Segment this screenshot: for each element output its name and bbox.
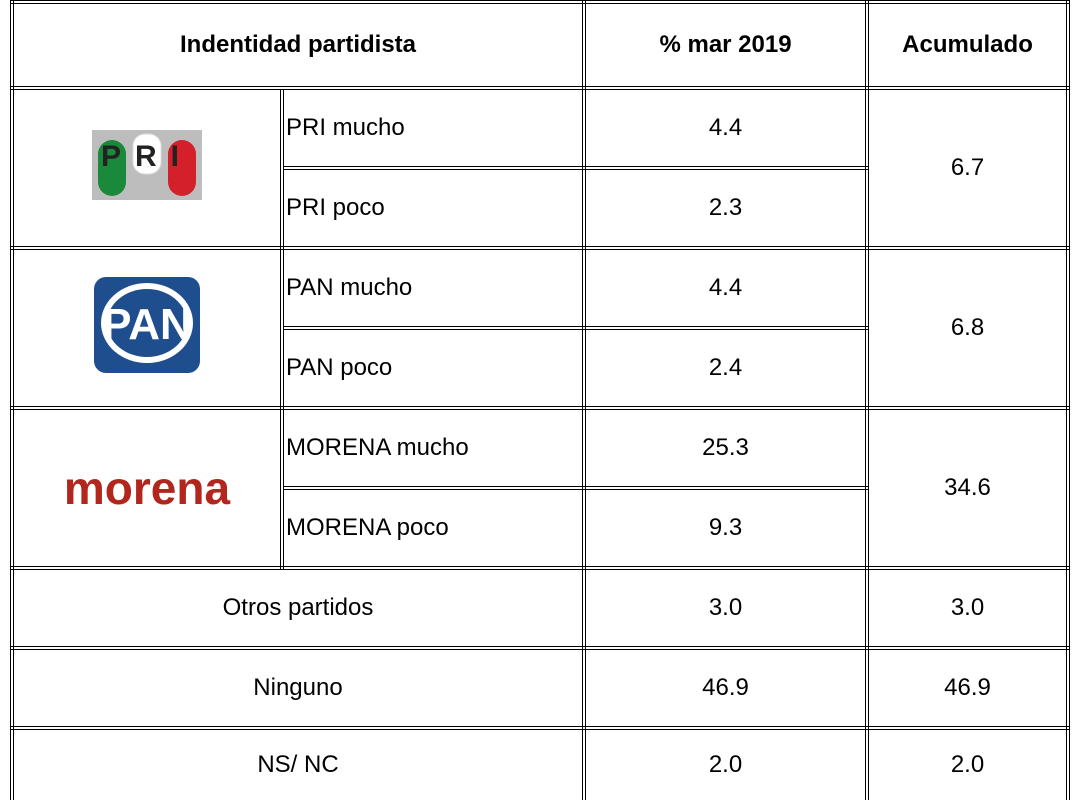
row: Otros partidos 3.0 3.0 [9, 566, 1071, 650]
header-row: Indentidad partidista % mar 2019 Acumula… [9, 0, 1071, 90]
label-cell: PAN poco [279, 326, 587, 410]
total-cell: 46.9 [865, 646, 1071, 730]
morena-logo: morena [63, 462, 231, 514]
row: MORENA poco 9.3 [12, 486, 1068, 570]
logo-text: PAN [102, 300, 192, 349]
row: PRI PRI mucho 4.4 6.7 [10, 86, 1071, 250]
logo-cell: PRI [10, 86, 284, 250]
row: morena MORENA mucho 25.3 34.6 [10, 406, 1071, 570]
value-cell: 9.3 [582, 486, 870, 570]
logo-text: PRI [101, 140, 193, 173]
label-cell: MORENA poco [279, 486, 587, 570]
total-cell: 34.6 [865, 406, 1071, 570]
header-cell: Acumulado [865, 0, 1071, 90]
label-cell: MORENA mucho [279, 406, 587, 490]
label-cell: PAN mucho [279, 246, 587, 330]
label-cell: PRI poco [279, 166, 587, 250]
total-cell: 3.0 [865, 566, 1071, 650]
total-cell: 2.0 [865, 726, 1071, 800]
value-cell: 4.4 [582, 246, 870, 330]
header-cell: % mar 2019 [582, 0, 870, 90]
total-cell: 6.8 [865, 246, 1071, 410]
value-cell: 25.3 [582, 406, 870, 490]
logo-cell: morena [10, 406, 284, 570]
value-cell: 46.9 [582, 646, 870, 730]
logo-cell: PAN [10, 246, 284, 410]
row: PRI poco 2.3 [12, 166, 1068, 250]
value-cell: 2.4 [582, 326, 870, 410]
results-table: Indentidad partidista % mar 2019 Acumula… [9, 0, 1071, 800]
value-cell: 3.0 [582, 566, 870, 650]
row: Ninguno 46.9 46.9 [9, 646, 1071, 730]
pan-logo: PAN [94, 276, 200, 373]
value-cell: 4.4 [582, 86, 870, 170]
row: NS/ NC 2.0 2.0 [9, 726, 1071, 800]
label-cell: PRI mucho [279, 86, 587, 170]
label-cell: Otros partidos [9, 566, 587, 650]
header-cell: Indentidad partidista [9, 0, 587, 90]
value-cell: 2.3 [582, 166, 870, 250]
row: PAN poco 2.4 [12, 326, 1068, 410]
label-cell: Ninguno [9, 646, 587, 730]
value-cell: 2.0 [582, 726, 870, 800]
row: PAN PAN mucho 4.4 6.8 [10, 246, 1071, 410]
total-cell: 6.7 [865, 86, 1071, 250]
label-cell: NS/ NC [9, 726, 587, 800]
pri-logo: PRI [92, 129, 202, 200]
